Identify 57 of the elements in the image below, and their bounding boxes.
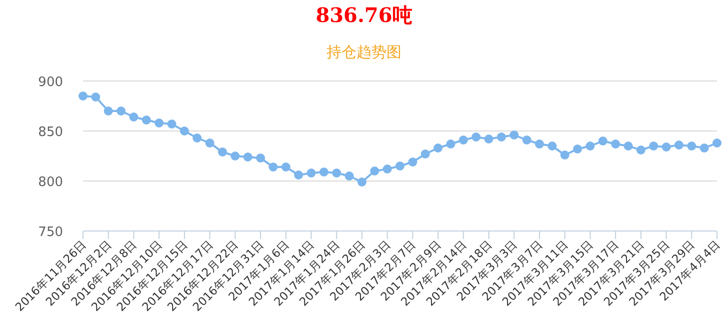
point — [306, 168, 316, 178]
point — [662, 142, 671, 152]
point — [129, 112, 138, 122]
point — [268, 162, 278, 172]
point — [598, 136, 608, 146]
point — [104, 106, 113, 116]
point — [534, 140, 544, 148]
point — [116, 106, 126, 116]
point — [167, 120, 176, 128]
point — [649, 142, 658, 150]
point — [192, 134, 202, 142]
point — [344, 172, 354, 180]
point — [636, 146, 646, 154]
point — [205, 138, 214, 148]
chart-title: 836.76吨 — [316, 3, 412, 27]
point — [396, 162, 404, 170]
point — [357, 178, 366, 186]
point — [458, 136, 468, 144]
point — [319, 168, 328, 176]
point — [370, 166, 380, 176]
point — [91, 92, 100, 102]
point — [434, 144, 443, 152]
point — [294, 170, 304, 180]
point — [624, 142, 633, 150]
point — [332, 168, 342, 178]
point — [218, 148, 227, 156]
point — [142, 116, 151, 124]
point — [548, 142, 557, 150]
point — [586, 142, 595, 150]
point — [408, 158, 418, 166]
point — [230, 152, 240, 160]
y-tick-label: 800 — [38, 175, 63, 190]
point — [510, 130, 519, 140]
point — [256, 154, 266, 162]
point — [154, 118, 164, 128]
point — [560, 150, 570, 160]
point — [522, 136, 532, 144]
point — [700, 144, 709, 152]
point — [687, 142, 696, 150]
point — [446, 140, 456, 148]
point — [484, 134, 494, 144]
point — [382, 164, 392, 174]
point — [78, 92, 88, 100]
point — [674, 140, 684, 150]
point — [180, 126, 189, 136]
point — [712, 138, 722, 148]
y-tick-label: 750 — [38, 225, 63, 240]
point — [496, 132, 506, 142]
point — [243, 152, 252, 162]
point — [281, 162, 290, 172]
point — [472, 132, 481, 142]
point — [611, 140, 620, 148]
point — [573, 144, 582, 154]
point — [420, 150, 430, 158]
y-tick-label: 850 — [38, 125, 63, 140]
y-tick-label: 900 — [38, 75, 63, 90]
chart-subtitle: 持仓趋势图 — [326, 43, 402, 61]
